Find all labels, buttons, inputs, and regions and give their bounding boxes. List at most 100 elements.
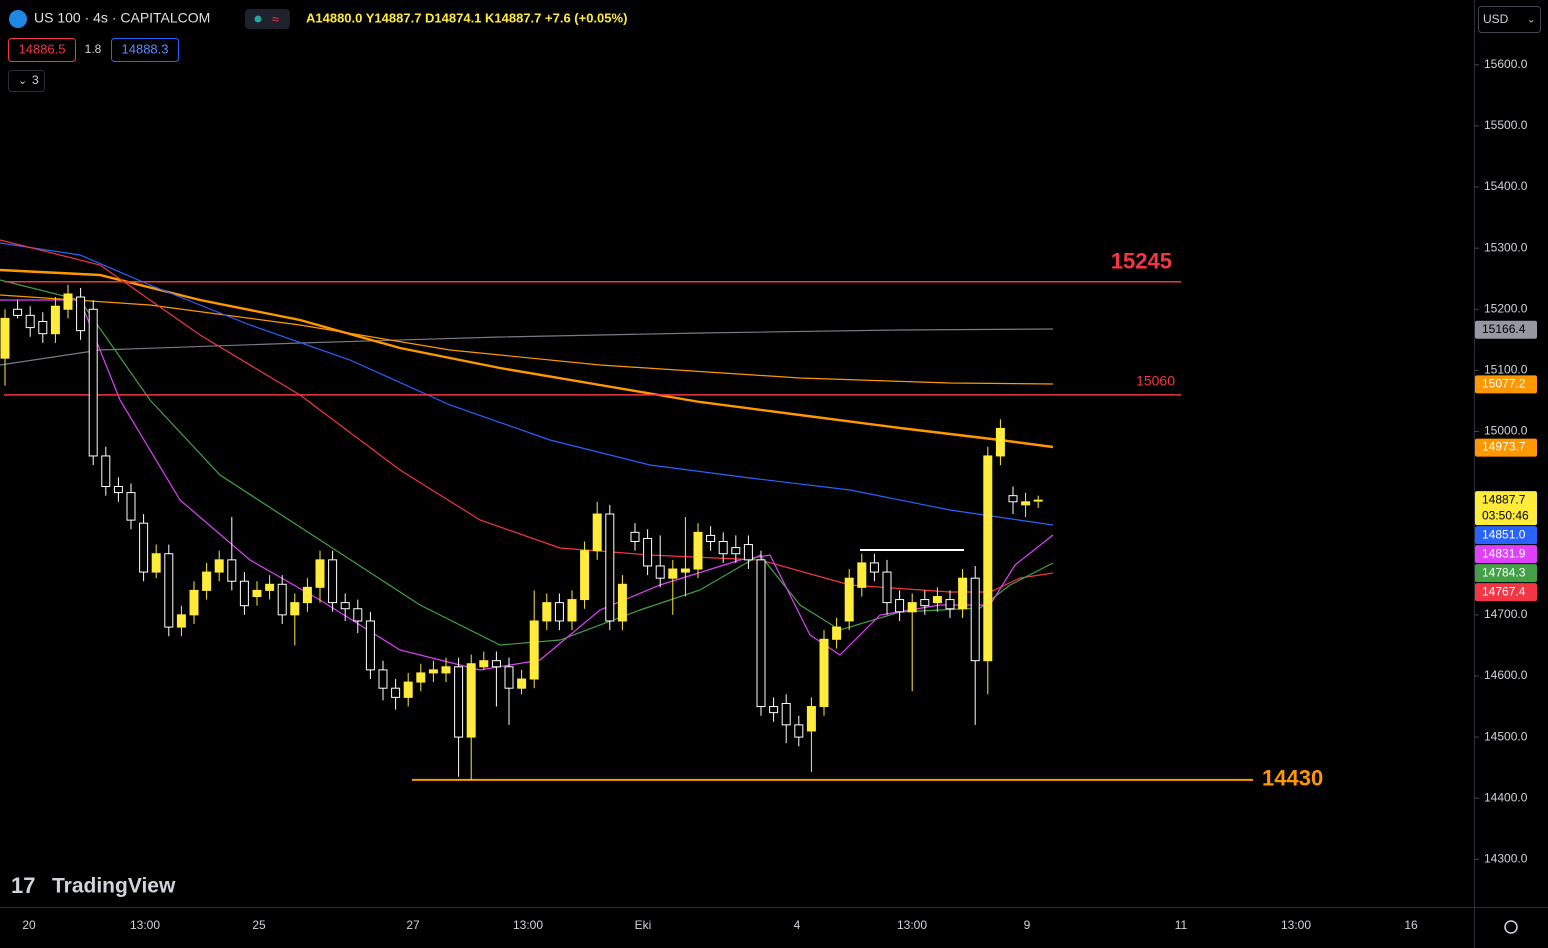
candle-body [126,492,136,521]
x-tick-label: 4 [794,918,801,932]
candle-body [202,571,212,591]
y-tick-label: 15000.0 [1484,424,1528,438]
y-tick-label: 14700.0 [1484,607,1528,621]
x-tick-label: 13:00 [130,918,160,932]
candle-body [63,293,73,310]
logo-mark: 17 [11,873,35,898]
candle-body [454,666,464,738]
price-badge [1475,320,1537,339]
candle-body [668,568,678,579]
ma-orange-thin [0,294,1054,385]
candle-body [882,571,892,604]
candle-body [428,669,438,674]
indicators-count: 3 [32,73,39,87]
candle-body [592,513,602,552]
price-badge [1475,545,1537,564]
candle-body [315,559,325,588]
bid: 14886.5 [19,41,66,56]
bid-box[interactable] [8,38,76,62]
currency-select[interactable] [1478,6,1541,33]
candle-body [731,547,741,555]
candle-body [567,599,577,622]
ma-orange [0,268,1054,449]
candle-body [932,596,942,604]
x-tick-label: 9 [1024,918,1031,932]
candle-body [1008,495,1018,503]
candle-body [680,568,690,573]
x-tick-label: 13:00 [513,918,543,932]
y-tick-label: 14400.0 [1484,790,1528,804]
price-badge-label: 14973.7 [1482,440,1526,454]
candle-body [844,577,854,622]
candle-body [151,553,161,573]
settings-icon[interactable] [1504,920,1518,934]
price-badge-label: 14784.3 [1482,565,1526,579]
level-label: 15245 [1111,249,1172,274]
candle-body [693,531,703,570]
indicators-toggle[interactable] [8,70,45,92]
candle-body [832,626,842,640]
candle-body [252,589,262,598]
candle-body [378,669,388,689]
symbol[interactable]: US 100 · 4s · CAPITALCOM [34,10,210,26]
price-badge [1475,583,1537,602]
price-badge-label: 14887.7 [1482,492,1526,506]
candle-body [227,559,237,582]
candle-body [25,314,35,329]
candle-body [819,638,829,708]
ma-green [0,279,1054,646]
x-tick-label: 20 [22,918,36,932]
candle-body [995,427,1005,457]
price-badge [1475,564,1537,583]
candle-body [441,666,451,674]
price-badge [1475,375,1537,394]
status-wave: ≈ [272,11,279,26]
candle-body [643,537,653,567]
price-badge-label: 14767.4 [1482,584,1526,598]
x-tick-label: Eki [635,918,652,932]
candle-body [580,550,590,601]
x-tick-label: 13:00 [1281,918,1311,932]
x-tick-label: 16 [1404,918,1418,932]
price-badge-label: 15166.4 [1482,322,1526,336]
candle-body [491,660,501,668]
candle-body [466,663,476,738]
candle-body [958,577,968,610]
x-tick-label: 25 [252,918,266,932]
ma-blue [0,242,1054,526]
price-badge [1475,526,1537,545]
y-tick-label: 14600.0 [1484,668,1528,682]
candle-body [769,706,779,714]
price-badge [1475,491,1537,526]
candle-body [13,308,23,316]
candle-body [718,541,728,555]
y-tick-label: 15200.0 [1484,301,1528,315]
candle-body [416,672,426,683]
ask: 14888.3 [122,41,169,56]
price-badge [1475,438,1537,457]
candle-body [617,583,627,622]
y-tick-label: 15500.0 [1484,118,1528,132]
candle-body [50,305,60,335]
ask-box[interactable] [111,38,179,62]
candle-body [290,602,300,616]
candle-body [983,455,993,662]
candle-body [353,608,363,622]
status-badge [245,9,290,29]
ohlc: A14880.0 Y14887.7 D14874.1 K14887.7 +7.6… [306,10,627,25]
candle-body [945,599,955,610]
spread: 1.8 [85,42,102,56]
candle-body [781,702,791,726]
candle-body [542,602,552,622]
y-tick-label: 14300.0 [1484,851,1528,865]
candle-body [743,544,753,561]
chevron: ⌄ [18,75,27,87]
candle-body [0,317,10,359]
candle-body [302,586,312,604]
x-tick-label: 27 [406,918,420,932]
candle-body [1033,499,1043,502]
candle-body [630,531,640,543]
candle-body [756,559,766,708]
